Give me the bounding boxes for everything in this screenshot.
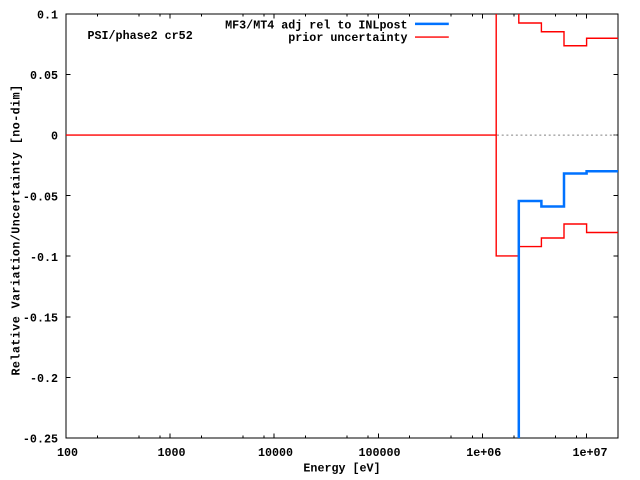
svg-text:100000: 100000 [358, 446, 400, 460]
svg-text:Relative Variation/Uncertainty: Relative Variation/Uncertainty [no-dim] [10, 84, 24, 375]
svg-text:-0.1: -0.1 [30, 251, 58, 265]
svg-text:-0.05: -0.05 [23, 190, 58, 204]
svg-text:0.1: 0.1 [37, 9, 58, 23]
svg-text:1e+06: 1e+06 [466, 446, 501, 460]
svg-text:-0.25: -0.25 [23, 433, 58, 447]
svg-text:0.05: 0.05 [30, 69, 58, 83]
svg-text:PSI/phase2 cr52: PSI/phase2 cr52 [88, 29, 193, 43]
svg-text:Energy [eV]: Energy [eV] [303, 462, 380, 476]
svg-text:MF3/MT4 adj rel to INLpost: MF3/MT4 adj rel to INLpost [225, 19, 407, 33]
svg-text:100: 100 [57, 446, 78, 460]
svg-text:prior uncertainty: prior uncertainty [288, 31, 407, 45]
svg-text:1e+07: 1e+07 [572, 446, 607, 460]
svg-text:1000: 1000 [157, 446, 185, 460]
svg-text:10000: 10000 [258, 446, 293, 460]
svg-text:-0.15: -0.15 [23, 311, 58, 325]
svg-text:0: 0 [51, 130, 58, 144]
svg-text:-0.2: -0.2 [30, 372, 58, 386]
